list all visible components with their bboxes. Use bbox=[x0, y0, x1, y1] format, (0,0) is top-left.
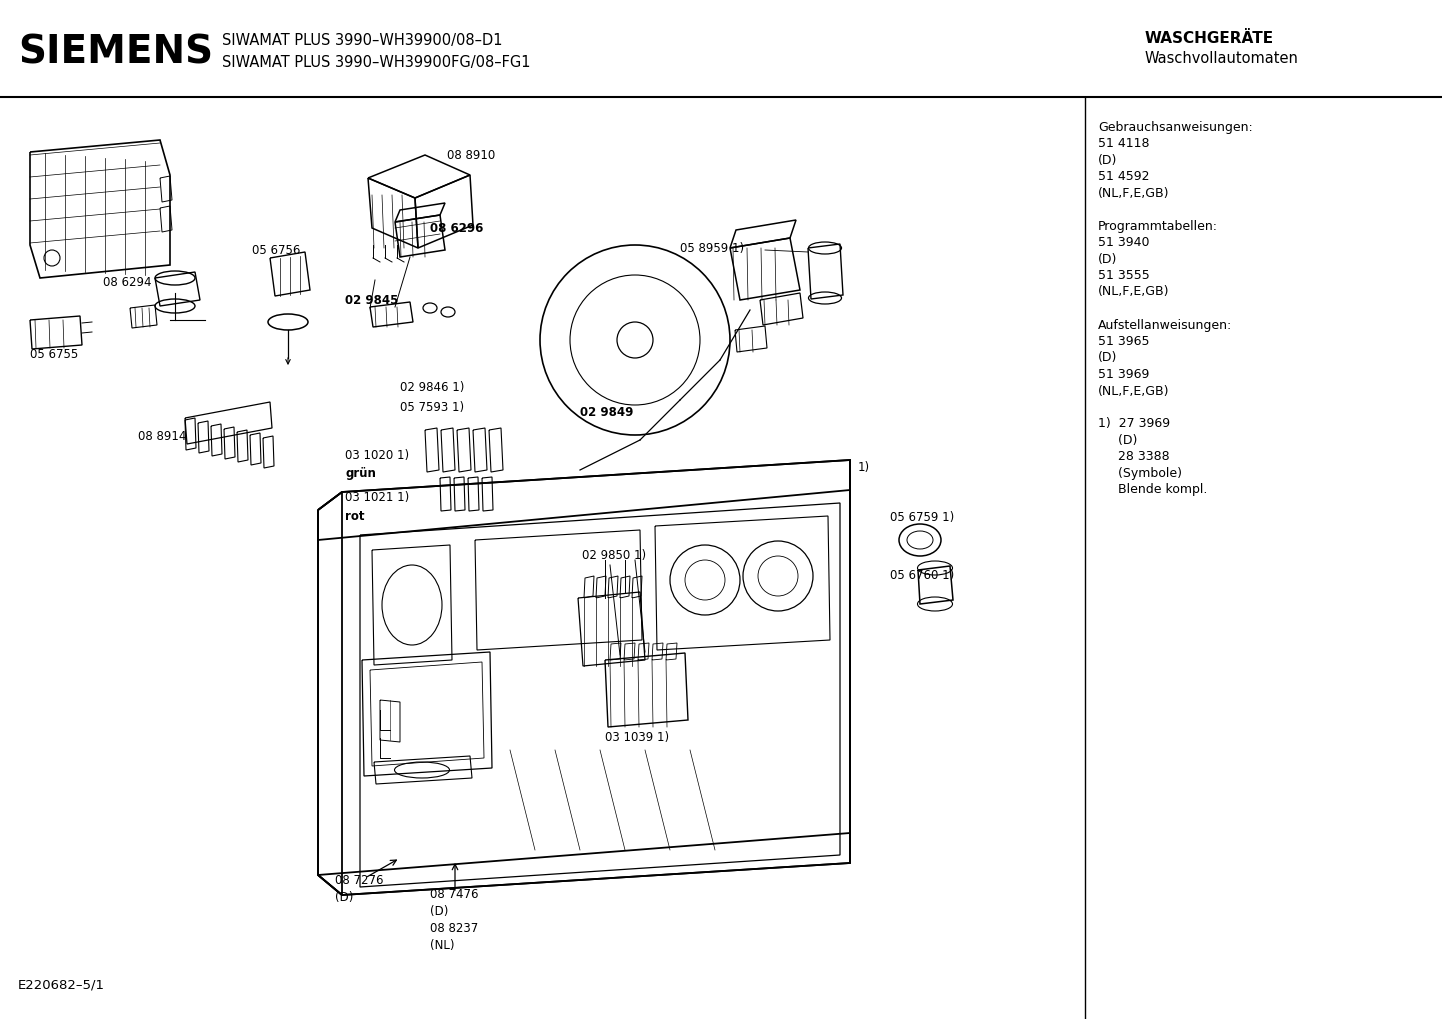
Text: (NL,F,E,GB): (NL,F,E,GB) bbox=[1097, 285, 1169, 299]
Text: (D): (D) bbox=[335, 891, 353, 904]
Text: WASCHGERÄTE: WASCHGERÄTE bbox=[1145, 31, 1275, 46]
Text: 1)  27 3969: 1) 27 3969 bbox=[1097, 418, 1169, 430]
Text: 51 4118: 51 4118 bbox=[1097, 137, 1149, 150]
Text: (D): (D) bbox=[1097, 434, 1138, 447]
Text: SIEMENS: SIEMENS bbox=[17, 33, 213, 71]
Text: 51 3940: 51 3940 bbox=[1097, 236, 1149, 249]
Text: 08 8910: 08 8910 bbox=[447, 149, 495, 161]
Text: SIWAMAT PLUS 3990–WH39900/08–D1: SIWAMAT PLUS 3990–WH39900/08–D1 bbox=[222, 33, 502, 48]
Text: 51 4592: 51 4592 bbox=[1097, 170, 1149, 183]
Text: 08 6294: 08 6294 bbox=[102, 276, 151, 289]
Text: 28 3388: 28 3388 bbox=[1097, 450, 1169, 464]
Text: 03 1020 1): 03 1020 1) bbox=[345, 448, 410, 462]
Text: 51 3965: 51 3965 bbox=[1097, 335, 1149, 348]
Text: Aufstellanweisungen:: Aufstellanweisungen: bbox=[1097, 319, 1233, 331]
Text: (D): (D) bbox=[1097, 253, 1118, 266]
Text: Waschvollautomaten: Waschvollautomaten bbox=[1145, 51, 1299, 65]
Text: 08 8914: 08 8914 bbox=[138, 429, 186, 442]
Text: (D): (D) bbox=[1097, 352, 1118, 365]
Text: (NL): (NL) bbox=[430, 940, 454, 953]
Text: (Symbole): (Symbole) bbox=[1097, 467, 1182, 480]
Text: 05 8959 1): 05 8959 1) bbox=[681, 242, 744, 255]
Text: 51 3969: 51 3969 bbox=[1097, 368, 1149, 381]
Text: Programmtabellen:: Programmtabellen: bbox=[1097, 219, 1218, 232]
Text: 05 6760 1): 05 6760 1) bbox=[890, 569, 955, 582]
Text: 1): 1) bbox=[858, 461, 870, 474]
Text: 08 7476: 08 7476 bbox=[430, 889, 479, 902]
Text: 05 6759 1): 05 6759 1) bbox=[890, 512, 955, 525]
Text: Blende kompl.: Blende kompl. bbox=[1097, 483, 1207, 496]
Text: 08 7276: 08 7276 bbox=[335, 873, 384, 887]
Text: 03 1021 1): 03 1021 1) bbox=[345, 490, 410, 503]
Text: (D): (D) bbox=[1097, 154, 1118, 166]
Text: grün: grün bbox=[345, 468, 376, 481]
Text: 51 3555: 51 3555 bbox=[1097, 269, 1149, 282]
Text: 02 9849: 02 9849 bbox=[580, 406, 633, 419]
Text: Gebrauchsanweisungen:: Gebrauchsanweisungen: bbox=[1097, 120, 1253, 133]
Text: SIWAMAT PLUS 3990–WH39900FG/08–FG1: SIWAMAT PLUS 3990–WH39900FG/08–FG1 bbox=[222, 54, 531, 69]
Text: 08 6296: 08 6296 bbox=[430, 221, 483, 234]
Text: (NL,F,E,GB): (NL,F,E,GB) bbox=[1097, 186, 1169, 200]
Text: (NL,F,E,GB): (NL,F,E,GB) bbox=[1097, 384, 1169, 397]
Text: (D): (D) bbox=[430, 906, 448, 918]
Text: E220682–5/1: E220682–5/1 bbox=[17, 978, 105, 991]
Text: 03 1039 1): 03 1039 1) bbox=[606, 732, 669, 745]
Text: 08 8237: 08 8237 bbox=[430, 922, 479, 935]
Text: 05 6755: 05 6755 bbox=[30, 348, 78, 362]
Text: 05 7593 1): 05 7593 1) bbox=[399, 401, 464, 415]
Text: rot: rot bbox=[345, 510, 365, 523]
Text: 05 6756: 05 6756 bbox=[252, 244, 300, 257]
Text: 02 9846 1): 02 9846 1) bbox=[399, 381, 464, 394]
Text: 02 9850 1): 02 9850 1) bbox=[583, 548, 646, 561]
Text: 02 9845: 02 9845 bbox=[345, 293, 398, 307]
